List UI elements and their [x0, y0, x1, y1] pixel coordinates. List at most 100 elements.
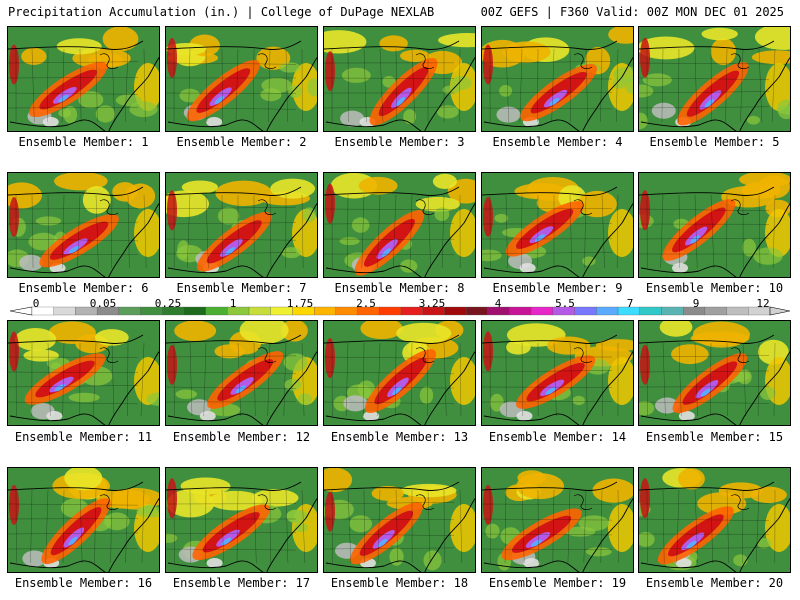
state-boundary	[694, 48, 698, 123]
state-boundary	[62, 489, 65, 564]
colorbar-tick-label: 5.5	[555, 297, 575, 310]
state-boundary	[694, 194, 698, 269]
ensemble-map-panel	[638, 172, 791, 278]
great-lakes	[730, 494, 750, 510]
state-boundary	[616, 194, 619, 269]
state-boundary	[205, 489, 207, 564]
state-boundary	[639, 77, 770, 80]
state-boundary	[285, 489, 289, 564]
precip-area	[432, 173, 457, 189]
gulf-coastline	[9, 560, 106, 572]
colorbar-tick-label: 1.75	[286, 297, 314, 310]
dry-area	[206, 558, 223, 568]
east-coastline	[108, 350, 159, 425]
gulf-coastline	[483, 413, 580, 425]
state-boundary	[8, 253, 139, 255]
state-boundary	[143, 194, 147, 269]
precip-area	[307, 78, 317, 97]
great-lakes	[730, 199, 750, 215]
colorbar-tick-label: 2.5	[356, 297, 376, 310]
state-boundary	[726, 342, 728, 417]
state-boundary	[8, 61, 139, 64]
state-boundary	[189, 342, 193, 417]
colorbar-tick-label: 0.25	[154, 297, 182, 310]
east-coastline	[739, 350, 790, 425]
precip-area	[578, 515, 610, 531]
great-lakes	[99, 199, 119, 215]
precip-area	[288, 85, 302, 99]
storm-core	[235, 385, 246, 394]
state-boundary	[324, 401, 455, 404]
storm-core	[209, 87, 232, 107]
precip-area	[64, 468, 103, 491]
gulf-coastline	[9, 413, 106, 425]
coastal-band	[325, 183, 335, 224]
state-boundary	[377, 489, 381, 564]
east-coastline	[582, 56, 633, 131]
colorbar-segment	[574, 306, 597, 316]
coastal-band	[9, 331, 19, 372]
precip-area	[516, 473, 564, 500]
state-boundary	[482, 518, 613, 521]
precip-area	[502, 41, 551, 63]
state-boundary	[537, 48, 539, 123]
precip-area	[252, 489, 299, 507]
storm-core	[392, 386, 402, 396]
storm-core	[58, 94, 69, 103]
storm-core	[525, 532, 551, 548]
storm-core	[221, 537, 232, 546]
northern-border	[639, 40, 775, 50]
coastal-band	[483, 484, 493, 525]
state-boundary	[30, 489, 33, 564]
east-coastline	[739, 56, 790, 131]
state-boundary	[301, 194, 304, 269]
member-label: Ensemble Member: 10	[645, 281, 784, 295]
state-boundary	[166, 222, 297, 225]
state-boundary	[757, 342, 760, 417]
great-lakes	[257, 53, 277, 69]
precip-area	[292, 63, 317, 111]
coastal-band	[167, 344, 177, 385]
state-boundary	[694, 342, 698, 417]
state-boundary	[505, 194, 508, 269]
state-boundary	[482, 548, 613, 550]
state-boundary	[94, 489, 97, 564]
gulf-coastline	[640, 413, 737, 425]
state-boundary	[583, 489, 587, 564]
colorbar-tick-label: 9	[692, 297, 700, 310]
gulf-coastline	[167, 413, 264, 425]
northern-border	[639, 481, 775, 491]
member-label: Ensemble Member: 8	[334, 281, 465, 295]
precip-area	[95, 105, 116, 123]
precip-area	[358, 176, 398, 195]
precip-map	[482, 27, 633, 131]
state-boundary	[553, 342, 557, 417]
state-boundary	[236, 489, 239, 564]
state-boundary	[393, 194, 397, 269]
precip-area	[341, 67, 371, 83]
precip-area	[765, 209, 790, 257]
precip-area	[302, 207, 317, 223]
state-boundary	[166, 206, 297, 210]
dry-area	[340, 110, 365, 127]
state-boundary	[110, 489, 113, 564]
state-boundary	[267, 342, 271, 417]
ensemble-map-panel	[323, 320, 476, 426]
precip-map	[324, 27, 475, 131]
state-boundary	[8, 548, 139, 550]
state-boundary	[639, 547, 770, 550]
state-boundary	[283, 342, 287, 417]
colorbar-segment	[444, 306, 467, 316]
member-label: Ensemble Member: 13	[330, 430, 469, 444]
storm-core	[52, 86, 77, 104]
state-boundary	[205, 48, 208, 123]
precip-area	[396, 322, 452, 344]
precip-map	[482, 468, 633, 572]
precip-area	[595, 339, 633, 352]
colorbar-tick-label: 3.25	[418, 297, 446, 310]
dry-area	[672, 263, 689, 273]
state-boundary	[125, 489, 129, 564]
chart-title: Precipitation Accumulation (in.) | Colle…	[8, 5, 435, 19]
precip-area	[608, 209, 633, 257]
state-boundary	[166, 371, 297, 374]
